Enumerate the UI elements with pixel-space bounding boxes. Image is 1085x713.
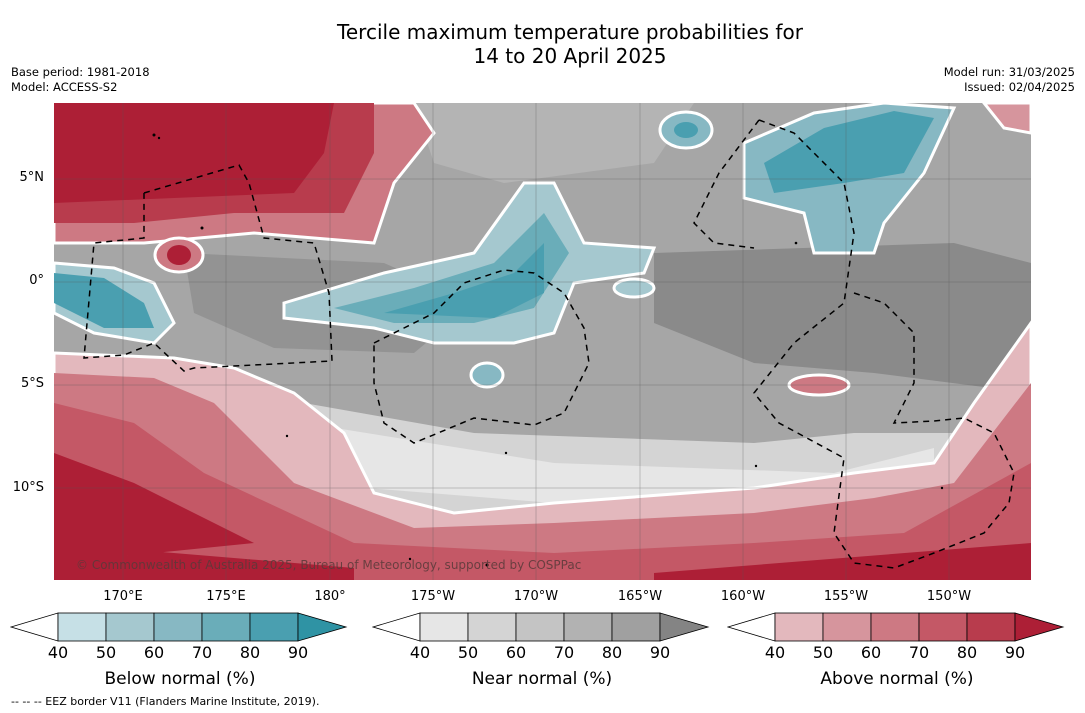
colorbar-tick-label: 70 xyxy=(553,643,575,662)
colorbar-above-normal xyxy=(727,612,1065,642)
lat-label-5n: 5°N xyxy=(19,170,45,185)
title-line-2: 14 to 20 April 2025 xyxy=(473,44,667,68)
colorbar-segment xyxy=(563,612,613,642)
colorbar-segment xyxy=(201,612,251,642)
colorbar-segment xyxy=(467,612,517,642)
colorbar-min-arrow xyxy=(372,612,421,642)
model-name: Model: ACCESS-S2 xyxy=(11,80,118,94)
eez-borders xyxy=(83,119,1015,569)
below-normal-central-core xyxy=(384,243,544,318)
lat-label-5s: 5°S xyxy=(20,376,44,391)
colorbar-tick-label: 90 xyxy=(649,643,671,662)
colorbar-segment xyxy=(918,612,968,642)
lon-label-165w: 165°W xyxy=(617,589,663,604)
colorbar-tick-label: 70 xyxy=(908,643,930,662)
colorbar-segment xyxy=(822,612,872,642)
colorbar-tick-label: 40 xyxy=(47,643,69,662)
lon-label-180: 180° xyxy=(314,589,346,604)
lat-label-10s: 10°S xyxy=(12,480,44,495)
lat-label-0: 0° xyxy=(29,273,44,288)
issued-date: Issued: 02/04/2025 xyxy=(964,80,1075,94)
map-svg xyxy=(54,103,1031,580)
title-line-1: Tercile maximum temperature probabilitie… xyxy=(337,20,803,44)
lon-label-150w: 150°W xyxy=(926,589,972,604)
near-normal-dark-east xyxy=(654,243,1031,393)
colorbar-below-normal xyxy=(10,612,348,642)
colorbar-tick-label: 60 xyxy=(143,643,165,662)
colorbar-above-title: Above normal (%) xyxy=(820,669,974,689)
above-normal-south-core xyxy=(54,453,1031,580)
lon-label-170e: 170°E xyxy=(103,589,143,604)
colorbar-tick-label: 80 xyxy=(239,643,261,662)
colorbar-tick-label: 40 xyxy=(409,643,431,662)
colorbar-max-arrow xyxy=(297,612,348,642)
lon-label-175w: 175°W xyxy=(410,589,456,604)
copyright-notice: © Commonwealth of Australia 2025, Bureau… xyxy=(76,558,582,572)
base-period: Base period: 1981-2018 xyxy=(11,65,150,79)
eez-legend-note: -- -- -- EEZ border V11 (Flanders Marine… xyxy=(11,695,320,708)
meta-left: Base period: 1981-2018 Model: ACCESS-S2 xyxy=(11,65,150,95)
meta-right: Model run: 31/03/2025 Issued: 02/04/2025 xyxy=(944,65,1075,95)
colorbar-tick-label: 90 xyxy=(287,643,309,662)
lon-label-175e: 175°E xyxy=(206,589,246,604)
below-normal-patch-north-core xyxy=(674,122,698,138)
above-normal-south-inner xyxy=(54,403,1031,580)
colorbar-max-arrow xyxy=(659,612,710,642)
below-normal-west-core xyxy=(54,273,154,328)
lon-label-170w: 170°W xyxy=(513,589,559,604)
colorbar-near-title: Near normal (%) xyxy=(471,669,613,689)
colorbar-segment xyxy=(105,612,155,642)
colorbar-tick-label: 80 xyxy=(601,643,623,662)
colorbar-tick-label: 50 xyxy=(457,643,479,662)
colorbar-min-arrow xyxy=(10,612,59,642)
below-normal-patch-south xyxy=(469,361,505,389)
colorbar-segment xyxy=(419,612,469,642)
colorbar-segment xyxy=(774,612,824,642)
colorbar-tick-label: 60 xyxy=(860,643,882,662)
above-normal-patch-northeast xyxy=(982,103,1031,135)
below-normal-northeast-core xyxy=(764,111,934,193)
above-normal-northwest-core xyxy=(54,103,334,203)
colorbar-segment xyxy=(249,612,299,642)
colorbar-tick-label: 70 xyxy=(191,643,213,662)
below-normal-patch-east xyxy=(612,277,656,299)
colorbar-near-normal xyxy=(372,612,710,642)
colorbar-tick-label: 50 xyxy=(812,643,834,662)
colorbar-below-title: Below normal (%) xyxy=(104,669,256,689)
colorbar-tick-label: 90 xyxy=(1004,643,1026,662)
colorbar-tick-label: 80 xyxy=(956,643,978,662)
above-normal-patch-west-core xyxy=(167,245,191,265)
colorbar-segment xyxy=(870,612,920,642)
colorbar-segment xyxy=(57,612,107,642)
colorbar-segment xyxy=(966,612,1016,642)
colorbar-tick-label: 40 xyxy=(764,643,786,662)
colorbar-min-arrow xyxy=(727,612,776,642)
colorbar-segment xyxy=(611,612,661,642)
colorbar-tick-label: 60 xyxy=(505,643,527,662)
gridlines xyxy=(54,103,1031,580)
colorbar-segment xyxy=(153,612,203,642)
model-run: Model run: 31/03/2025 xyxy=(943,65,1075,79)
islands xyxy=(152,133,944,567)
chart-title: Tercile maximum temperature probabilitie… xyxy=(0,20,1085,68)
near-normal-lighter-band xyxy=(304,423,934,503)
colorbar-tick-label: 50 xyxy=(95,643,117,662)
lon-label-160w: 160°W xyxy=(720,589,766,604)
lon-label-155w: 155°W xyxy=(823,589,869,604)
colorbar-max-arrow xyxy=(1014,612,1065,642)
colorbar-segment xyxy=(515,612,565,642)
near-normal-mid-north xyxy=(414,103,694,183)
probability-map xyxy=(54,103,1031,580)
